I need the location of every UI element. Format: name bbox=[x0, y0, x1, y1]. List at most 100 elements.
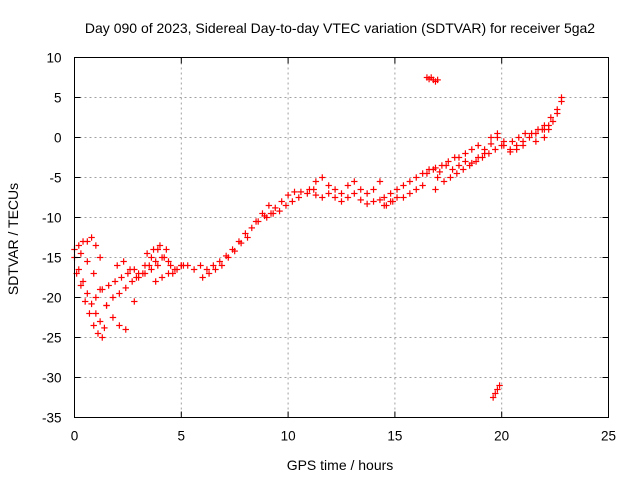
data-point bbox=[86, 310, 93, 317]
data-point bbox=[126, 266, 134, 273]
data-point bbox=[541, 126, 548, 133]
data-point bbox=[545, 122, 552, 129]
data-point bbox=[432, 186, 439, 193]
data-point bbox=[344, 182, 352, 189]
data-point bbox=[419, 182, 426, 189]
data-point bbox=[487, 140, 495, 148]
data-point bbox=[225, 254, 232, 261]
x-tick-label: 20 bbox=[494, 429, 509, 444]
data-point bbox=[99, 334, 106, 341]
data-point bbox=[75, 266, 82, 273]
data-point bbox=[259, 210, 266, 217]
data-point bbox=[400, 194, 407, 201]
series-cluster-19-8 bbox=[489, 382, 503, 401]
data-point bbox=[519, 138, 527, 145]
data-point bbox=[485, 150, 493, 157]
data-point bbox=[344, 194, 352, 201]
data-point bbox=[265, 202, 273, 209]
data-point bbox=[282, 202, 290, 209]
data-point bbox=[297, 188, 305, 196]
data-point bbox=[436, 168, 443, 176]
data-point bbox=[242, 230, 249, 237]
data-point bbox=[92, 310, 100, 317]
data-point bbox=[111, 278, 119, 285]
data-point bbox=[133, 274, 140, 281]
data-point bbox=[500, 138, 508, 145]
data-point bbox=[351, 190, 358, 197]
data-point bbox=[156, 242, 164, 249]
data-point bbox=[370, 198, 377, 205]
data-point bbox=[252, 218, 260, 225]
data-point bbox=[135, 270, 142, 277]
data-point bbox=[319, 194, 326, 201]
data-point bbox=[199, 274, 206, 281]
data-point bbox=[178, 262, 185, 269]
data-point bbox=[96, 254, 104, 261]
data-point bbox=[376, 178, 384, 185]
series-band-early-b bbox=[73, 270, 106, 341]
data-point bbox=[387, 190, 394, 197]
y-tick-label: -10 bbox=[42, 211, 62, 226]
data-point bbox=[77, 282, 85, 289]
data-point bbox=[481, 146, 488, 153]
data-point bbox=[197, 262, 204, 269]
data-point bbox=[331, 186, 339, 193]
data-point bbox=[357, 196, 364, 204]
data-point bbox=[449, 166, 456, 173]
chart-title: Day 090 of 2023, Sidereal Day-to-day VTE… bbox=[85, 20, 595, 36]
series-outliers bbox=[131, 134, 548, 305]
data-point bbox=[84, 290, 91, 297]
data-point bbox=[105, 282, 112, 289]
data-point bbox=[205, 270, 213, 277]
data-point bbox=[154, 262, 162, 269]
data-point bbox=[532, 138, 540, 145]
data-point bbox=[338, 190, 345, 197]
data-point bbox=[462, 158, 469, 165]
data-point bbox=[453, 170, 461, 177]
data-point bbox=[128, 278, 136, 285]
x-tick-label: 25 bbox=[601, 429, 616, 444]
data-point bbox=[393, 194, 401, 201]
data-point bbox=[122, 284, 129, 292]
data-point bbox=[430, 166, 437, 173]
data-point bbox=[148, 266, 155, 273]
data-point bbox=[278, 198, 285, 205]
data-point bbox=[466, 162, 473, 169]
data-point bbox=[184, 262, 191, 269]
data-point bbox=[381, 194, 388, 201]
data-point bbox=[141, 262, 149, 269]
y-tick-label: 10 bbox=[46, 51, 61, 66]
data-point bbox=[231, 247, 238, 255]
data-point bbox=[88, 300, 95, 308]
data-point bbox=[489, 394, 497, 401]
data-point bbox=[237, 239, 245, 247]
data-point bbox=[152, 258, 159, 265]
data-point bbox=[152, 278, 159, 285]
data-point bbox=[406, 190, 414, 197]
data-point bbox=[88, 234, 95, 241]
data-point bbox=[462, 150, 469, 157]
data-point bbox=[381, 202, 388, 209]
series-cluster-16-7 bbox=[423, 74, 441, 85]
plot-frame bbox=[74, 57, 609, 418]
data-point bbox=[150, 246, 157, 253]
data-point bbox=[515, 134, 522, 141]
data-point bbox=[363, 200, 371, 208]
data-point bbox=[124, 270, 132, 277]
data-point bbox=[526, 134, 533, 141]
y-axis-label: SDTVAR / TECUs bbox=[5, 183, 21, 295]
y-tick-label: -25 bbox=[42, 331, 62, 346]
data-point bbox=[94, 330, 102, 337]
data-point bbox=[445, 158, 452, 165]
data-point bbox=[101, 324, 108, 332]
x-tick-label: 5 bbox=[178, 429, 186, 444]
data-point bbox=[507, 146, 514, 153]
data-point bbox=[218, 262, 226, 269]
data-point bbox=[77, 250, 85, 257]
y-tick-label: -15 bbox=[42, 251, 62, 266]
series-band-mid-d bbox=[263, 194, 302, 221]
data-point bbox=[521, 130, 529, 137]
data-point bbox=[116, 290, 123, 297]
data-point bbox=[440, 178, 448, 185]
series-band-mid-b bbox=[199, 234, 251, 281]
